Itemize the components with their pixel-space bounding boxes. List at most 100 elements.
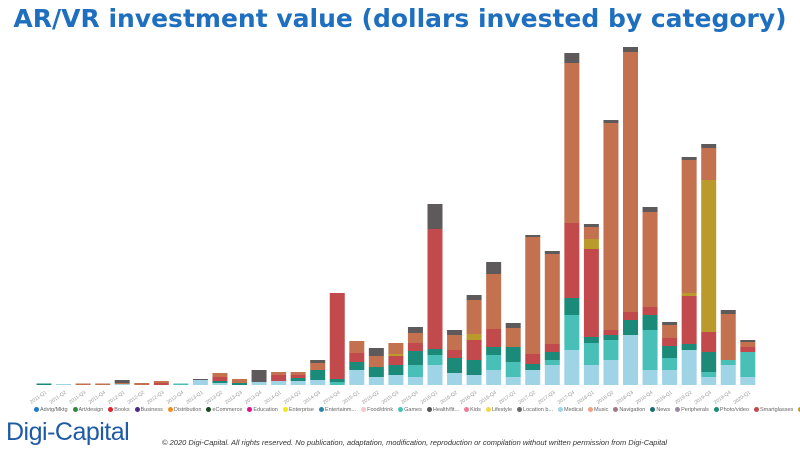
legend-label: Peripherals (681, 407, 709, 413)
bar-segment-2016-Q3-photo-video (466, 360, 482, 375)
legend-item[interactable]: Distribution (167, 407, 201, 413)
legend-swatch (613, 407, 619, 413)
x-tick-label: 2015-Q1 (342, 390, 362, 405)
bar-segment-2019-Q3-series-5 (701, 148, 717, 180)
digi-capital-logo: Digi-Capital (6, 418, 130, 446)
bar-segment-2012-Q1-series-5 (114, 383, 130, 384)
bar-segment-2017-Q4-series-5 (564, 63, 580, 223)
legend-item[interactable]: Photo/video (713, 407, 749, 413)
legend-item[interactable]: Smartglasses (753, 407, 794, 413)
legend-label: Navigation (619, 407, 646, 413)
bar-segment-2017-Q3-series-5 (544, 254, 560, 344)
legend-item[interactable]: Location b... (517, 407, 553, 413)
legend-item[interactable]: Games (398, 407, 422, 413)
x-tick-label: 2019-Q4 (713, 390, 733, 405)
bar-segment-2018-Q1-series-0 (583, 365, 599, 385)
bar-segment-2019-Q1-series-5 (662, 325, 678, 338)
legend-item[interactable]: Health/fit... (426, 407, 460, 413)
bar-segment-2017-Q1-series-0 (505, 377, 521, 385)
legend-label: Health/fit... (432, 407, 460, 413)
x-tick-label: 2015-Q4 (400, 390, 420, 405)
legend-item[interactable]: Education (247, 407, 278, 413)
x-tick-label: 2020-Q1 (733, 390, 753, 405)
bar-segment-2016-Q4-games (486, 355, 502, 370)
bar-segment-2018-Q4-series-0 (642, 370, 658, 385)
legend-label: Enterprise (288, 407, 314, 413)
legend-item[interactable]: Lifestyle (485, 407, 512, 413)
bar-segment-2014-Q4-smartglasses (329, 293, 345, 379)
legend-item[interactable]: Navigation (613, 407, 645, 413)
bar-segment-2018-Q1-series-5 (583, 227, 599, 239)
bar-segment-2016-Q3-series-6 (466, 295, 482, 300)
x-tick-label: 2011-Q1 (29, 390, 48, 405)
bar-segment-2013-Q2-series-0 (212, 383, 228, 385)
bar-segment-2020-Q1-series-5 (740, 342, 756, 347)
legend-swatch (587, 407, 593, 413)
bar-segment-2015-Q3-series-5 (388, 343, 404, 354)
legend-label: Smartglasses (759, 407, 794, 413)
legend-swatch (464, 407, 470, 413)
bar-segment-2015-Q1-series-5 (349, 341, 365, 353)
legend-item[interactable]: Music (587, 407, 609, 413)
bar-segment-2017-Q4-smartglasses (564, 223, 580, 298)
bar-segment-2019-Q1-series-0 (662, 370, 678, 385)
legend-item[interactable]: Peripherals (675, 407, 709, 413)
legend-item[interactable]: Entertainm... (318, 407, 356, 413)
legend-item[interactable]: Art/design (72, 407, 104, 413)
bar-segment-2015-Q1-smartglasses (349, 353, 365, 362)
x-tick-label: 2014-Q2 (283, 390, 303, 405)
legend-item[interactable]: Food/drink (361, 407, 393, 413)
bar-segment-2019-Q3-photo-video (701, 352, 717, 372)
legend-item[interactable]: Business (134, 407, 163, 413)
legend-label: Books (114, 407, 130, 413)
legend-item[interactable]: Kids (464, 407, 481, 413)
bar-segment-2019-Q4-series-5 (720, 314, 736, 360)
bar-segment-2013-Q4-series-0 (251, 382, 267, 385)
x-tick-label: 2014-Q4 (322, 390, 342, 405)
legend-item[interactable]: eCommerce (206, 407, 242, 413)
bar-segment-2018-Q4-photo-video (642, 315, 658, 330)
legend-item[interactable]: Enterprise (282, 407, 314, 413)
bar-segment-2019-Q2-series-4 (681, 293, 697, 296)
bar-segment-2018-Q3-series-6 (623, 47, 638, 52)
bar-segment-2016-Q1-games (427, 355, 443, 365)
bar-segment-2016-Q4-series-0 (486, 370, 502, 385)
bar-segment-2015-Q3-smartglasses (388, 356, 404, 365)
legend-swatch (282, 407, 288, 413)
x-tick-label: 2013-Q1 (185, 390, 205, 405)
legend-item[interactable]: Medical (558, 407, 583, 413)
bar-segment-2015-Q3-series-0 (388, 375, 404, 385)
bar-segment-2015-Q3-series-4 (388, 354, 404, 356)
bar-segment-2013-Q1-series-6 (192, 379, 208, 380)
legend-label: Art/design (78, 407, 104, 413)
bar-segment-2016-Q3-series-0 (466, 375, 482, 385)
bar-segment-2017-Q4-games (564, 315, 580, 350)
legend-label: Advtg/Mktg (40, 407, 68, 413)
bar-segment-2019-Q2-series-0 (681, 350, 697, 385)
bar-segment-2017-Q2-smartglasses (525, 354, 541, 364)
x-tick-label: 2012-Q2 (127, 390, 147, 405)
bar-segment-2016-Q2-smartglasses (447, 350, 463, 358)
legend-swatch (247, 407, 253, 413)
x-tick-label: 2017-Q1 (498, 390, 518, 405)
bar-segment-2011-Q2-series-0 (56, 384, 72, 385)
bar-segment-2014-Q2-photo-video (290, 378, 306, 381)
legend-label: Music (593, 407, 609, 413)
x-tick-label: 2015-Q3 (381, 390, 401, 405)
bar-segment-2011-Q1-photo-video (36, 383, 52, 385)
legend-swatch (134, 407, 140, 413)
legend-item[interactable]: Advtg/Mktg (34, 407, 68, 413)
legend: Advtg/Mktg Art/design Books Business Distrib… (34, 407, 800, 413)
bar-segment-2015-Q1-series-0 (349, 370, 365, 385)
legend-item[interactable]: Social (798, 407, 800, 413)
bar-segment-2018-Q2-series-5 (603, 123, 619, 330)
bar-segment-2016-Q3-smartglasses (466, 340, 482, 360)
bar-segment-2017-Q2-series-0 (525, 370, 541, 385)
legend-item[interactable]: Books (108, 407, 130, 413)
legend-item[interactable]: News (650, 407, 670, 413)
bar-segment-2014-Q2-series-0 (290, 381, 306, 385)
bar-segment-2017-Q3-photo-video (544, 352, 560, 360)
x-tick-label: 2016-Q1 (420, 390, 440, 405)
bar-segment-2019-Q2-smartglasses (681, 296, 697, 344)
x-tick-label: 2016-Q2 (439, 390, 459, 405)
